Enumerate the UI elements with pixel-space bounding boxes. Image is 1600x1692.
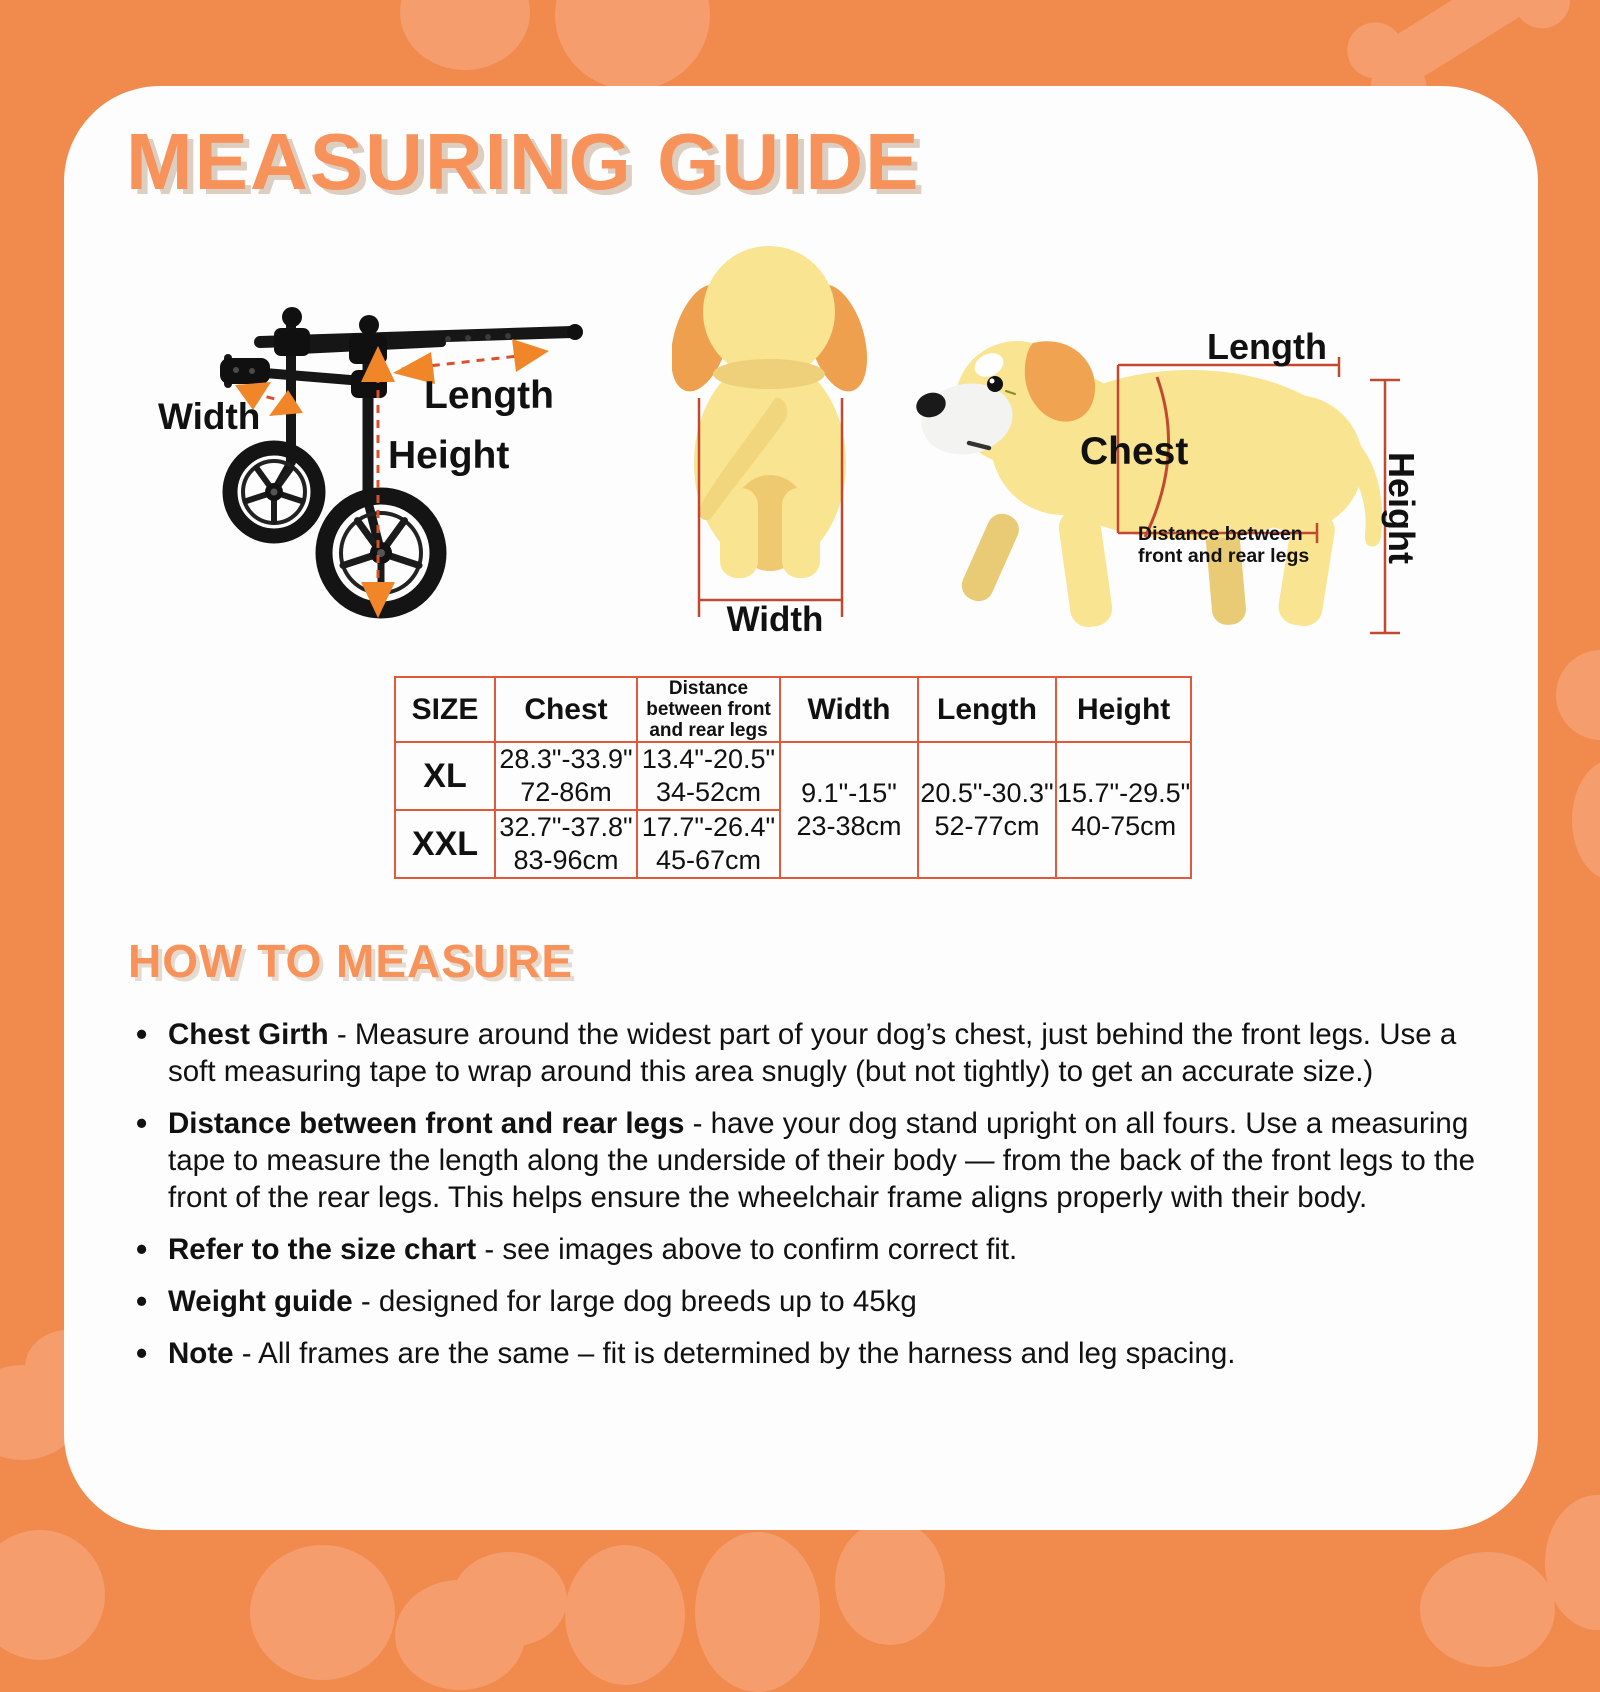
dog-back-measure-lines	[697, 398, 844, 617]
wheelchair-left-wheel	[222, 440, 326, 544]
dog-back-view-diagram	[672, 246, 868, 617]
dog-side-far-legs	[961, 513, 1246, 625]
wheelchair-width-label: Width	[158, 396, 261, 437]
paw-print-decoration	[835, 1520, 945, 1645]
table-header-row: SIZE Chest Distance between front and re…	[394, 676, 1193, 743]
dog-back-width-label: Width	[726, 600, 824, 639]
dog-side-body	[955, 341, 1383, 628]
paw-print-decoration	[250, 1545, 395, 1680]
header-height: Height	[1054, 676, 1193, 743]
wheelchair-measure-arrows	[235, 339, 549, 618]
dog-side-height-label: Height	[1381, 452, 1422, 564]
merged-height: 15.7"-29.5" 40-75cm	[1054, 741, 1193, 879]
xxl-distance: 17.7"-26.4" 45-67cm	[636, 809, 781, 879]
paw-print-decoration	[1556, 650, 1600, 740]
dog-side-chest-label: Chest	[1080, 430, 1189, 473]
wheelchair-adjustment-holes	[233, 333, 511, 374]
list-item-note: Note - All frames are the same – fit is …	[132, 1335, 1477, 1372]
list-item-chest-girth: Chest Girth - Measure around the widest …	[132, 1016, 1477, 1090]
size-xxl: XXL	[394, 809, 496, 879]
paw-print-decoration	[555, 0, 710, 90]
page-title: MEASURING GUIDE	[126, 117, 921, 206]
dog-side-view-diagram	[916, 341, 1400, 635]
paw-print-decoration	[1572, 760, 1600, 880]
paw-print-decoration	[565, 1545, 685, 1685]
dog-side-length-label: Length	[1207, 326, 1327, 367]
size-xl: XL	[394, 741, 496, 811]
paw-print-decoration	[695, 1532, 820, 1692]
header-distance: Distance between front and rear legs	[636, 676, 781, 743]
list-item-size-chart: Refer to the size chart - see images abo…	[132, 1231, 1477, 1268]
table-row: XXL 32.7"-37.8" 83-96cm 17.7"-26.4" 45-6…	[394, 809, 1191, 879]
merged-width: 9.1"-15" 23-38cm	[779, 741, 919, 879]
list-item-weight-guide: Weight guide - designed for large dog br…	[132, 1283, 1477, 1320]
wheelchair-diagram	[220, 307, 583, 619]
dog-side-head-details	[916, 341, 1096, 455]
wheelchair-clamps	[220, 307, 583, 398]
paw-print-decoration	[0, 1530, 105, 1660]
size-chart-table: SIZE Chest Distance between front and re…	[394, 676, 1193, 879]
dog-back-body	[672, 246, 868, 578]
header-width: Width	[779, 676, 919, 743]
header-size: SIZE	[394, 676, 496, 743]
wheelchair-height-label: Height	[388, 434, 510, 477]
header-chest: Chest	[494, 676, 638, 743]
wheelchair-length-label: Length	[424, 374, 554, 417]
list-item-distance: Distance between front and rear legs - h…	[132, 1105, 1477, 1216]
page-background: { "page": { "title": "MEASURING GUIDE", …	[0, 0, 1600, 1600]
xl-distance: 13.4"-20.5" 34-52cm	[636, 741, 781, 811]
how-to-measure-title: HOW TO MEASURE	[128, 935, 574, 987]
how-to-measure-list: Chest Girth - Measure around the widest …	[132, 1016, 1477, 1387]
xl-chest: 28.3"-33.9" 72-86m	[494, 741, 638, 811]
paw-print-decoration	[400, 0, 530, 70]
dog-side-distance-label: Distance between front and rear legs	[1138, 523, 1310, 567]
paw-print-decoration	[1420, 1552, 1555, 1667]
dog-side-measure-lines	[1116, 357, 1400, 635]
merged-length: 20.5"-30.3" 52-77cm	[917, 741, 1057, 879]
header-length: Length	[917, 676, 1057, 743]
table-row: XL 28.3"-33.9" 72-86m 13.4"-20.5" 34-52c…	[394, 741, 1193, 879]
xxl-chest: 32.7"-37.8" 83-96cm	[494, 809, 638, 879]
